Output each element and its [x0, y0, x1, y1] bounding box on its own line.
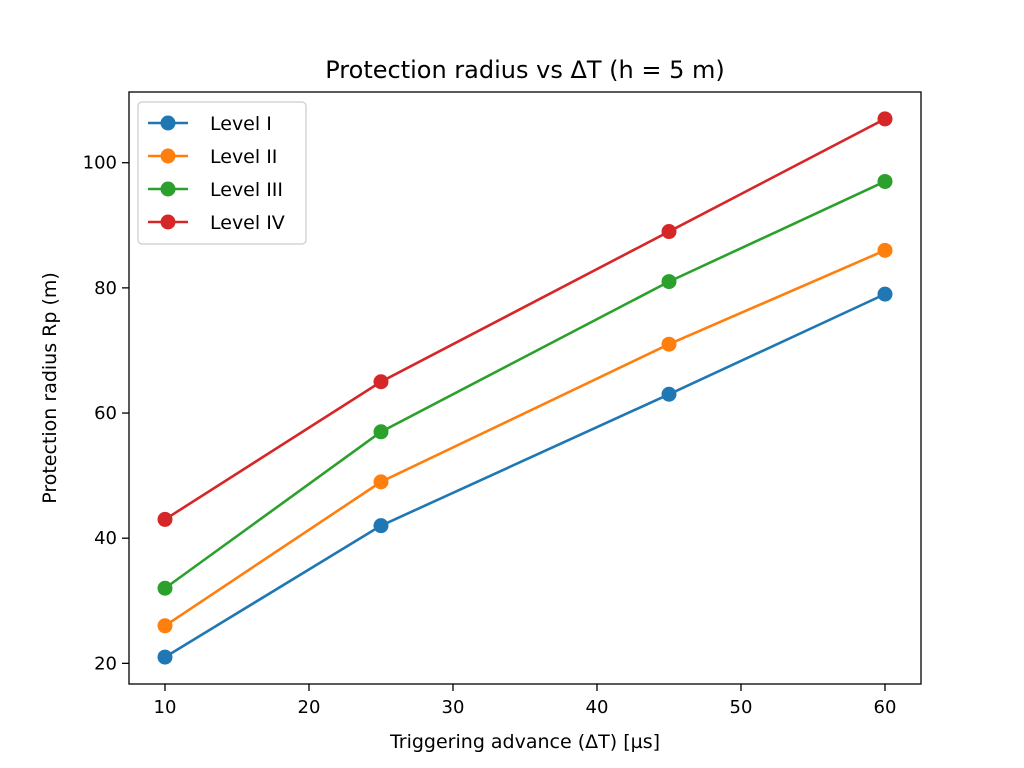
legend-label: Level IV: [210, 212, 285, 234]
series-line: [164, 180, 886, 590]
x-tick-label: 40: [586, 697, 609, 718]
series-line: [164, 249, 886, 627]
y-tick-label: 20: [94, 653, 117, 674]
y-tick-label: 80: [94, 278, 117, 299]
legend-label: Level I: [210, 113, 272, 135]
data-point: [661, 336, 677, 352]
legend-marker: [160, 181, 176, 197]
series-4: [157, 111, 893, 527]
data-point: [661, 386, 677, 402]
legend-marker: [160, 148, 176, 164]
legend-item: Level I: [148, 113, 272, 135]
data-point: [877, 242, 893, 258]
y-tick-label: 40: [94, 528, 117, 549]
data-point: [157, 580, 173, 596]
legend-item: Level II: [148, 146, 277, 168]
legend-marker: [160, 115, 176, 131]
legend-item: Level IV: [148, 212, 285, 234]
series-line: [164, 117, 886, 521]
data-point: [877, 286, 893, 302]
axis-ticks: 10 20 30 40 50 60 20 40 60 80 100: [83, 153, 897, 718]
chart-title: Protection radius vs ΔT (h = 5 m): [325, 56, 725, 84]
data-point: [373, 374, 389, 390]
data-point: [157, 511, 173, 527]
y-tick-label: 100: [83, 153, 117, 174]
legend-item: Level III: [148, 179, 283, 201]
x-tick-label: 50: [730, 697, 753, 718]
data-point: [373, 518, 389, 534]
data-point: [157, 618, 173, 634]
data-point: [877, 111, 893, 127]
y-axis-label: Protection radius Rp (m): [39, 272, 61, 504]
data-point: [157, 649, 173, 665]
plot-frame: [128, 91, 922, 685]
data-point: [661, 274, 677, 290]
data-point: [373, 474, 389, 490]
legend-label: Level II: [210, 146, 277, 168]
series-2: [157, 242, 893, 634]
x-axis-label: Triggering advance (ΔT) [µs]: [389, 731, 660, 753]
x-tick-label: 30: [442, 697, 465, 718]
x-tick-label: 60: [874, 697, 897, 718]
legend-marker: [160, 214, 176, 230]
legend-frame: [137, 101, 307, 245]
y-tick-label: 60: [94, 403, 117, 424]
series-3: [157, 173, 893, 596]
series-1: [157, 286, 893, 665]
series-layer: [157, 111, 893, 665]
x-tick-label: 10: [154, 697, 177, 718]
series-line: [164, 292, 886, 659]
data-point: [877, 173, 893, 189]
legend-label: Level III: [210, 179, 283, 201]
data-point: [373, 424, 389, 440]
data-point: [661, 224, 677, 240]
legend: Level I Level II Level III Level IV: [137, 101, 307, 245]
x-tick-label: 20: [298, 697, 321, 718]
